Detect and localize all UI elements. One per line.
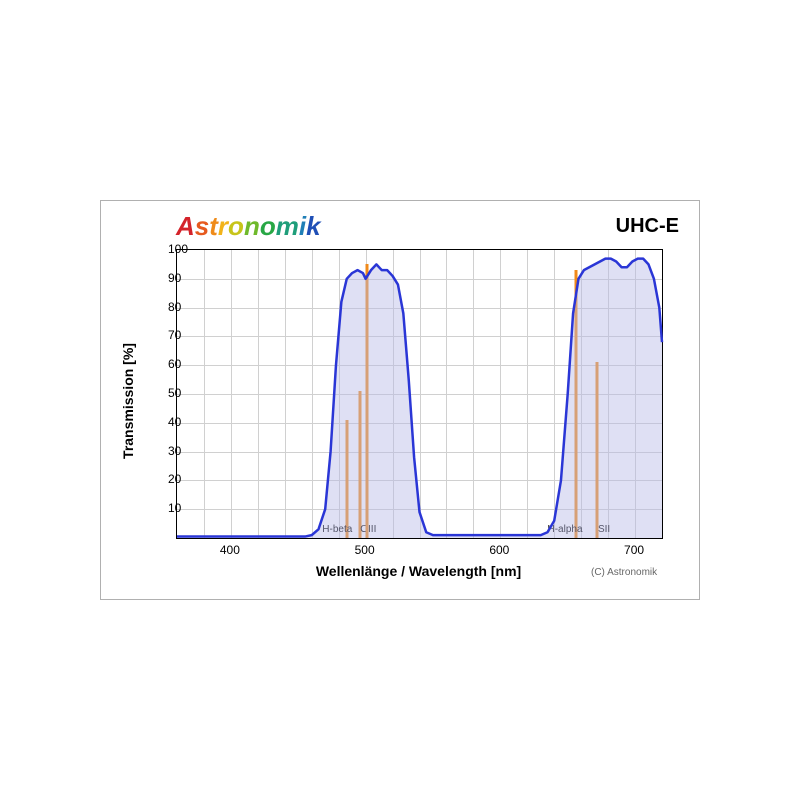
copyright-text: (C) Astronomik xyxy=(591,567,657,578)
y-axis-label: Transmission [%] xyxy=(120,343,136,459)
x-tick-label: 400 xyxy=(220,543,240,557)
brand-logo: Astronomik xyxy=(176,211,321,242)
curve-fill xyxy=(177,259,662,538)
x-tick-label: 700 xyxy=(624,543,644,557)
x-axis-label: Wellenlänge / Wavelength [nm] xyxy=(316,563,521,579)
chart-title: UHC-E xyxy=(616,215,679,238)
transmission-curve xyxy=(177,250,662,538)
chart-container: Astronomik UHC-E H-betaOIIIH-alphaSII We… xyxy=(100,200,700,600)
x-tick-label: 500 xyxy=(355,543,375,557)
x-tick-label: 600 xyxy=(489,543,509,557)
plot-area: H-betaOIIIH-alphaSII xyxy=(176,249,663,539)
